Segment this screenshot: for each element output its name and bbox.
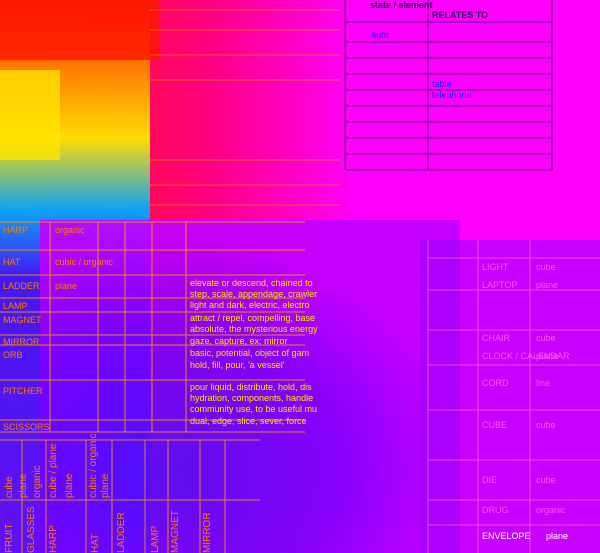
vertical-rel: plane xyxy=(64,473,75,498)
right-table-rel: organic xyxy=(536,505,566,515)
vertical-name: LAMP xyxy=(150,525,161,553)
top-table-row: table xyxy=(432,79,452,89)
right-table-name: DIE xyxy=(482,475,498,485)
right-table-name: LAPTOP xyxy=(482,280,518,290)
mid-text-line: attract / repel, compelling, base xyxy=(190,313,316,323)
left-table-name: HARP xyxy=(3,225,29,235)
mid-text-line: gaze, capture, ex: mirror xyxy=(190,336,288,346)
right-table-name: LIGHT xyxy=(482,262,509,272)
mid-text-line: community use, to be useful mu xyxy=(190,404,318,414)
mid-text-line: light and dark, electric, electro xyxy=(190,300,310,310)
right-table-name: CLOCK / CALENDAR xyxy=(482,351,570,361)
right-table-rel: plane xyxy=(536,280,559,290)
vertical-rel: organic xyxy=(32,465,43,498)
vertical-name: MAGNET xyxy=(170,510,181,553)
vertical-name: GLASSES xyxy=(26,506,37,553)
left-table-name: SCISSORS xyxy=(3,422,50,432)
top-table-row: telephone xyxy=(432,90,472,100)
left-table-rel: organic xyxy=(55,225,85,235)
right-table-rel: cube xyxy=(536,475,556,485)
left-table-name: MIRROR xyxy=(3,337,40,347)
left-table-name: LAMP xyxy=(3,301,28,311)
vertical-name: HARP xyxy=(48,525,59,553)
top-table-header-state: state / element xyxy=(370,0,433,10)
right-table-rel: plane xyxy=(536,351,559,361)
left-table-name: LADDER xyxy=(3,281,40,291)
left-table-name: PITCHER xyxy=(3,386,43,396)
mid-text-line: step, scale, appendage, crawler xyxy=(190,289,318,299)
right-table-name: CORD xyxy=(482,378,509,388)
right-table-name: ENVELOPE xyxy=(482,531,531,541)
right-table-name: DRUG xyxy=(482,505,509,515)
mid-text-line: basic, potential, object of gam xyxy=(190,348,310,358)
mid-text-line: pour liquid, distribute, hold, dis xyxy=(190,382,312,392)
vertical-rel: cube / plane xyxy=(48,443,59,499)
mid-text-line: hydration, components, handle xyxy=(190,393,314,403)
left-table-name: HAT xyxy=(3,257,21,267)
vertical-name: MIRROR xyxy=(202,512,213,553)
left-table-rel: cubic / organic xyxy=(55,257,114,267)
top-table-row: light xyxy=(372,30,389,40)
left-table-name: MAGNET xyxy=(3,315,42,325)
vertical-name: HAT xyxy=(90,533,101,553)
right-table-name: CHAIR xyxy=(482,333,511,343)
left-table-rel: plane xyxy=(55,281,78,291)
mid-text-line: dual, edge, slice, sever, force xyxy=(190,416,307,426)
mid-text-line: hold, fill, pour, 'a vessel' xyxy=(190,360,285,370)
right-table-rel: cube xyxy=(536,262,556,272)
vertical-rel: plane xyxy=(100,473,111,498)
right-table-rel: plane xyxy=(546,531,569,541)
right-table-rel: cube xyxy=(536,420,556,430)
top-table-header-relates: RELATES TO xyxy=(432,10,489,20)
right-table-rel: cube xyxy=(536,333,556,343)
left-table-name: ORB xyxy=(3,350,23,360)
mid-text-line: absolute, the mysterious energy xyxy=(190,324,318,334)
vertical-name: FRUIT xyxy=(4,523,15,553)
vertical-rel: plane xyxy=(18,473,29,498)
right-table-name: CUBE xyxy=(482,420,508,430)
vertical-name: LADDER xyxy=(116,512,127,553)
vertical-rel: cube xyxy=(4,476,15,498)
right-table-rel: line xyxy=(536,378,551,388)
mid-text-line: elevate or descend, chained to xyxy=(190,278,313,288)
vertical-rel: cubic / organic xyxy=(88,433,99,498)
